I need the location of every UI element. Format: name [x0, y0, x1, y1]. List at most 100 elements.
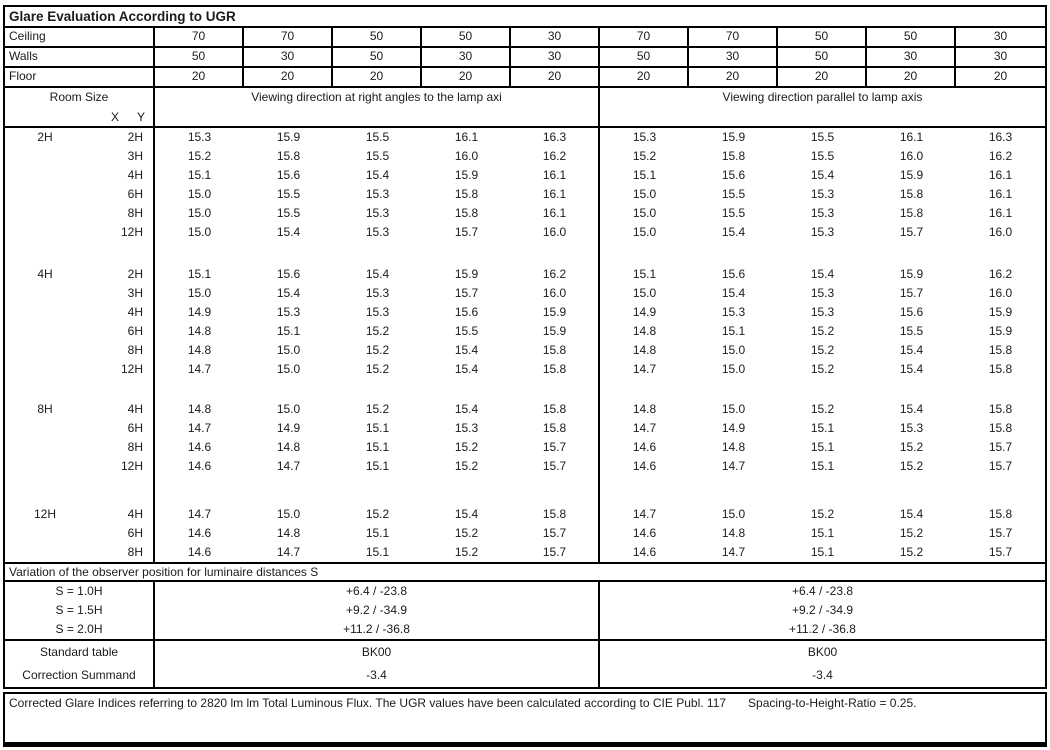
spacer-cell [956, 242, 1045, 265]
room-y-label: 2H [85, 128, 155, 147]
ugr-data-row: 6H 15.0 15.5 15.3 15.8 16.1 15.0 15.5 15.3 15.8 16… [5, 185, 1045, 204]
room-size-header: Room Size [49, 90, 109, 104]
ugr-value-cell: 16.1 [988, 206, 1013, 220]
ugr-value-cell: 15.5 [721, 187, 746, 201]
ugr-value-cell: 15.2 [810, 507, 835, 521]
table-title: Glare Evaluation According to UGR [5, 7, 1045, 28]
ugr-value-cell: 15.2 [365, 324, 390, 338]
ugr-value-cell: 15.2 [899, 545, 924, 559]
room-x-label [5, 223, 85, 242]
spacer-cell [778, 476, 867, 505]
spacer-cell [422, 476, 511, 505]
ugr-data-row: 6H 14.6 14.8 15.1 15.2 15.7 14.6 14.8 15.1 15.2 15… [5, 524, 1045, 543]
y-header: Y [136, 110, 145, 124]
ugr-value-cell: 14.6 [632, 545, 657, 559]
room-y-label: 12H [85, 223, 155, 242]
variation-value-cell: +9.2 / -34.9 [791, 603, 854, 617]
x-header: X [110, 110, 119, 124]
ugr-value-cell: 15.6 [721, 168, 746, 182]
ugr-value-cell: 15.1 [365, 421, 390, 435]
glare-evaluation-table: Glare Evaluation According to UGR Ceilin… [3, 5, 1047, 689]
ugr-value-cell: 15.2 [810, 324, 835, 338]
footer-note: Corrected Glare Indices referring to 282… [9, 696, 727, 710]
surface-value-cell: 30 [422, 48, 511, 66]
variation-value-cell: +11.2 / -36.8 [155, 620, 600, 639]
ugr-value-cell: 15.1 [276, 324, 301, 338]
ugr-value-cell: 15.0 [632, 187, 657, 201]
ugr-value-cell: 15.1 [187, 168, 212, 182]
ugr-value-cell: 14.7 [187, 507, 212, 521]
variation-value-cell: +11.2 / -36.8 [789, 622, 856, 636]
ugr-value-cell: 15.2 [810, 343, 835, 357]
surface-value-cell: 20 [689, 68, 778, 86]
room-y-label: 2H [85, 265, 155, 284]
room-x-label [5, 303, 85, 322]
ugr-value-cell: 15.2 [454, 459, 479, 473]
surface-value-cell: 30 [867, 48, 956, 66]
ugr-value-cell: 15.9 [511, 303, 600, 322]
room-y-label: 8H [85, 341, 155, 360]
spacer-cell [867, 379, 956, 400]
ugr-value-cell: 14.9 [721, 421, 746, 435]
s-distance-label: S = 2.0H [5, 620, 155, 639]
surface-value-cell: 20 [778, 68, 867, 86]
ugr-value-cell: 15.9 [988, 305, 1013, 319]
ugr-value-cell: 15.2 [454, 440, 479, 454]
spacer-cell [155, 379, 244, 400]
ugr-data-row: 3H 15.0 15.4 15.3 15.7 16.0 15.0 15.4 15.3 15.7 16… [5, 284, 1045, 303]
ugr-data-row: 12H 14.7 15.0 15.2 15.4 15.8 14.7 15.0 15.2 15.4 1… [5, 360, 1045, 379]
ugr-value-cell: 14.7 [187, 421, 212, 435]
surface-value-cell: 70 [600, 28, 689, 46]
summary-section: Standard table BK00 BK00 Correction Summand… [5, 639, 1045, 687]
ugr-value-cell: 15.2 [899, 526, 924, 540]
ugr-value-cell: 16.0 [511, 223, 600, 242]
ugr-value-cell: 15.1 [365, 526, 390, 540]
ugr-value-cell: 15.2 [810, 362, 835, 376]
room-size-header-cell: Room Size X Y [5, 88, 155, 128]
ugr-value-cell: 15.3 [365, 305, 390, 319]
spacer-cell [85, 379, 155, 400]
ugr-value-cell: 15.8 [511, 419, 600, 438]
spacer-row [5, 476, 1045, 505]
surface-value-cell: 20 [867, 68, 956, 86]
spacer-cell [85, 242, 155, 265]
ugr-value-cell: 16.0 [511, 284, 600, 303]
spacer-cell [422, 242, 511, 265]
ugr-value-cell: 15.1 [187, 267, 212, 281]
ugr-value-cell: 15.3 [810, 305, 835, 319]
ugr-data-row: 8H 14.8 15.0 15.2 15.4 15.8 14.8 15.0 15.2 15.4 15… [5, 341, 1045, 360]
ugr-value-cell: 15.8 [899, 187, 924, 201]
variation-title: Variation of the observer position for l… [5, 562, 1045, 582]
room-y-label: 4H [85, 505, 155, 524]
ugr-value-cell: 15.2 [454, 526, 479, 540]
ugr-value-cell: 15.7 [511, 438, 600, 457]
summary-value-cell: BK00 [807, 645, 838, 659]
ugr-value-cell: 15.0 [632, 286, 657, 300]
ugr-value-cell: 15.7 [899, 286, 924, 300]
ugr-value-cell: 14.8 [187, 324, 212, 338]
room-x-label [5, 360, 85, 379]
spacer-row [5, 242, 1045, 265]
ugr-value-cell: 15.0 [187, 286, 212, 300]
spacer-cell [689, 476, 778, 505]
ugr-value-cell: 16.1 [511, 185, 600, 204]
ugr-value-cell: 15.1 [632, 168, 657, 182]
variation-row: S = 1.0H +6.4 / -23.8 +6.4 / -23.8 [5, 582, 1045, 601]
room-x-label [5, 284, 85, 303]
ugr-value-cell: 15.4 [899, 507, 924, 521]
ugr-value-cell: 15.4 [276, 225, 301, 239]
surface-row-label: Walls [5, 48, 155, 66]
ugr-value-cell: 15.7 [511, 524, 600, 543]
room-x-label [5, 147, 85, 166]
ugr-value-cell: 15.2 [365, 362, 390, 376]
spacer-cell [600, 476, 689, 505]
ugr-value-cell: 15.2 [899, 459, 924, 473]
ugr-value-cell: 15.2 [632, 149, 657, 163]
ugr-value-cell: 15.3 [365, 286, 390, 300]
ugr-value-cell: 14.9 [187, 305, 212, 319]
surface-value-cell: 30 [993, 49, 1008, 63]
variation-row: S = 2.0H +11.2 / -36.8 +11.2 / -36.8 [5, 620, 1045, 639]
surface-value-cell: 20 [155, 68, 244, 86]
room-y-label: 12H [85, 457, 155, 476]
room-x-label [5, 457, 85, 476]
